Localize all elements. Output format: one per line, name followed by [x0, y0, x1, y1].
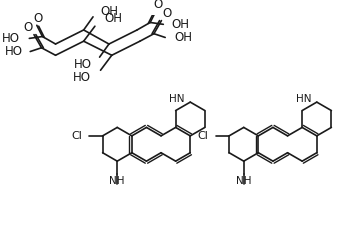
Text: HO: HO [5, 45, 23, 58]
Text: OH: OH [104, 12, 122, 25]
Text: OH: OH [174, 31, 193, 44]
Text: HN: HN [169, 94, 185, 104]
Text: Cl: Cl [71, 131, 82, 141]
Text: O: O [163, 7, 172, 20]
Text: NH: NH [109, 176, 125, 186]
Text: HO: HO [2, 32, 20, 45]
Text: O: O [153, 0, 162, 11]
Text: HO: HO [73, 71, 91, 84]
Text: HN: HN [296, 94, 311, 104]
Text: O: O [24, 21, 33, 34]
Text: O: O [33, 12, 42, 25]
Text: OH: OH [172, 18, 190, 31]
Text: HO: HO [74, 58, 92, 71]
Text: NH: NH [236, 176, 252, 186]
Text: Cl: Cl [198, 131, 209, 141]
Text: OH: OH [101, 5, 118, 18]
